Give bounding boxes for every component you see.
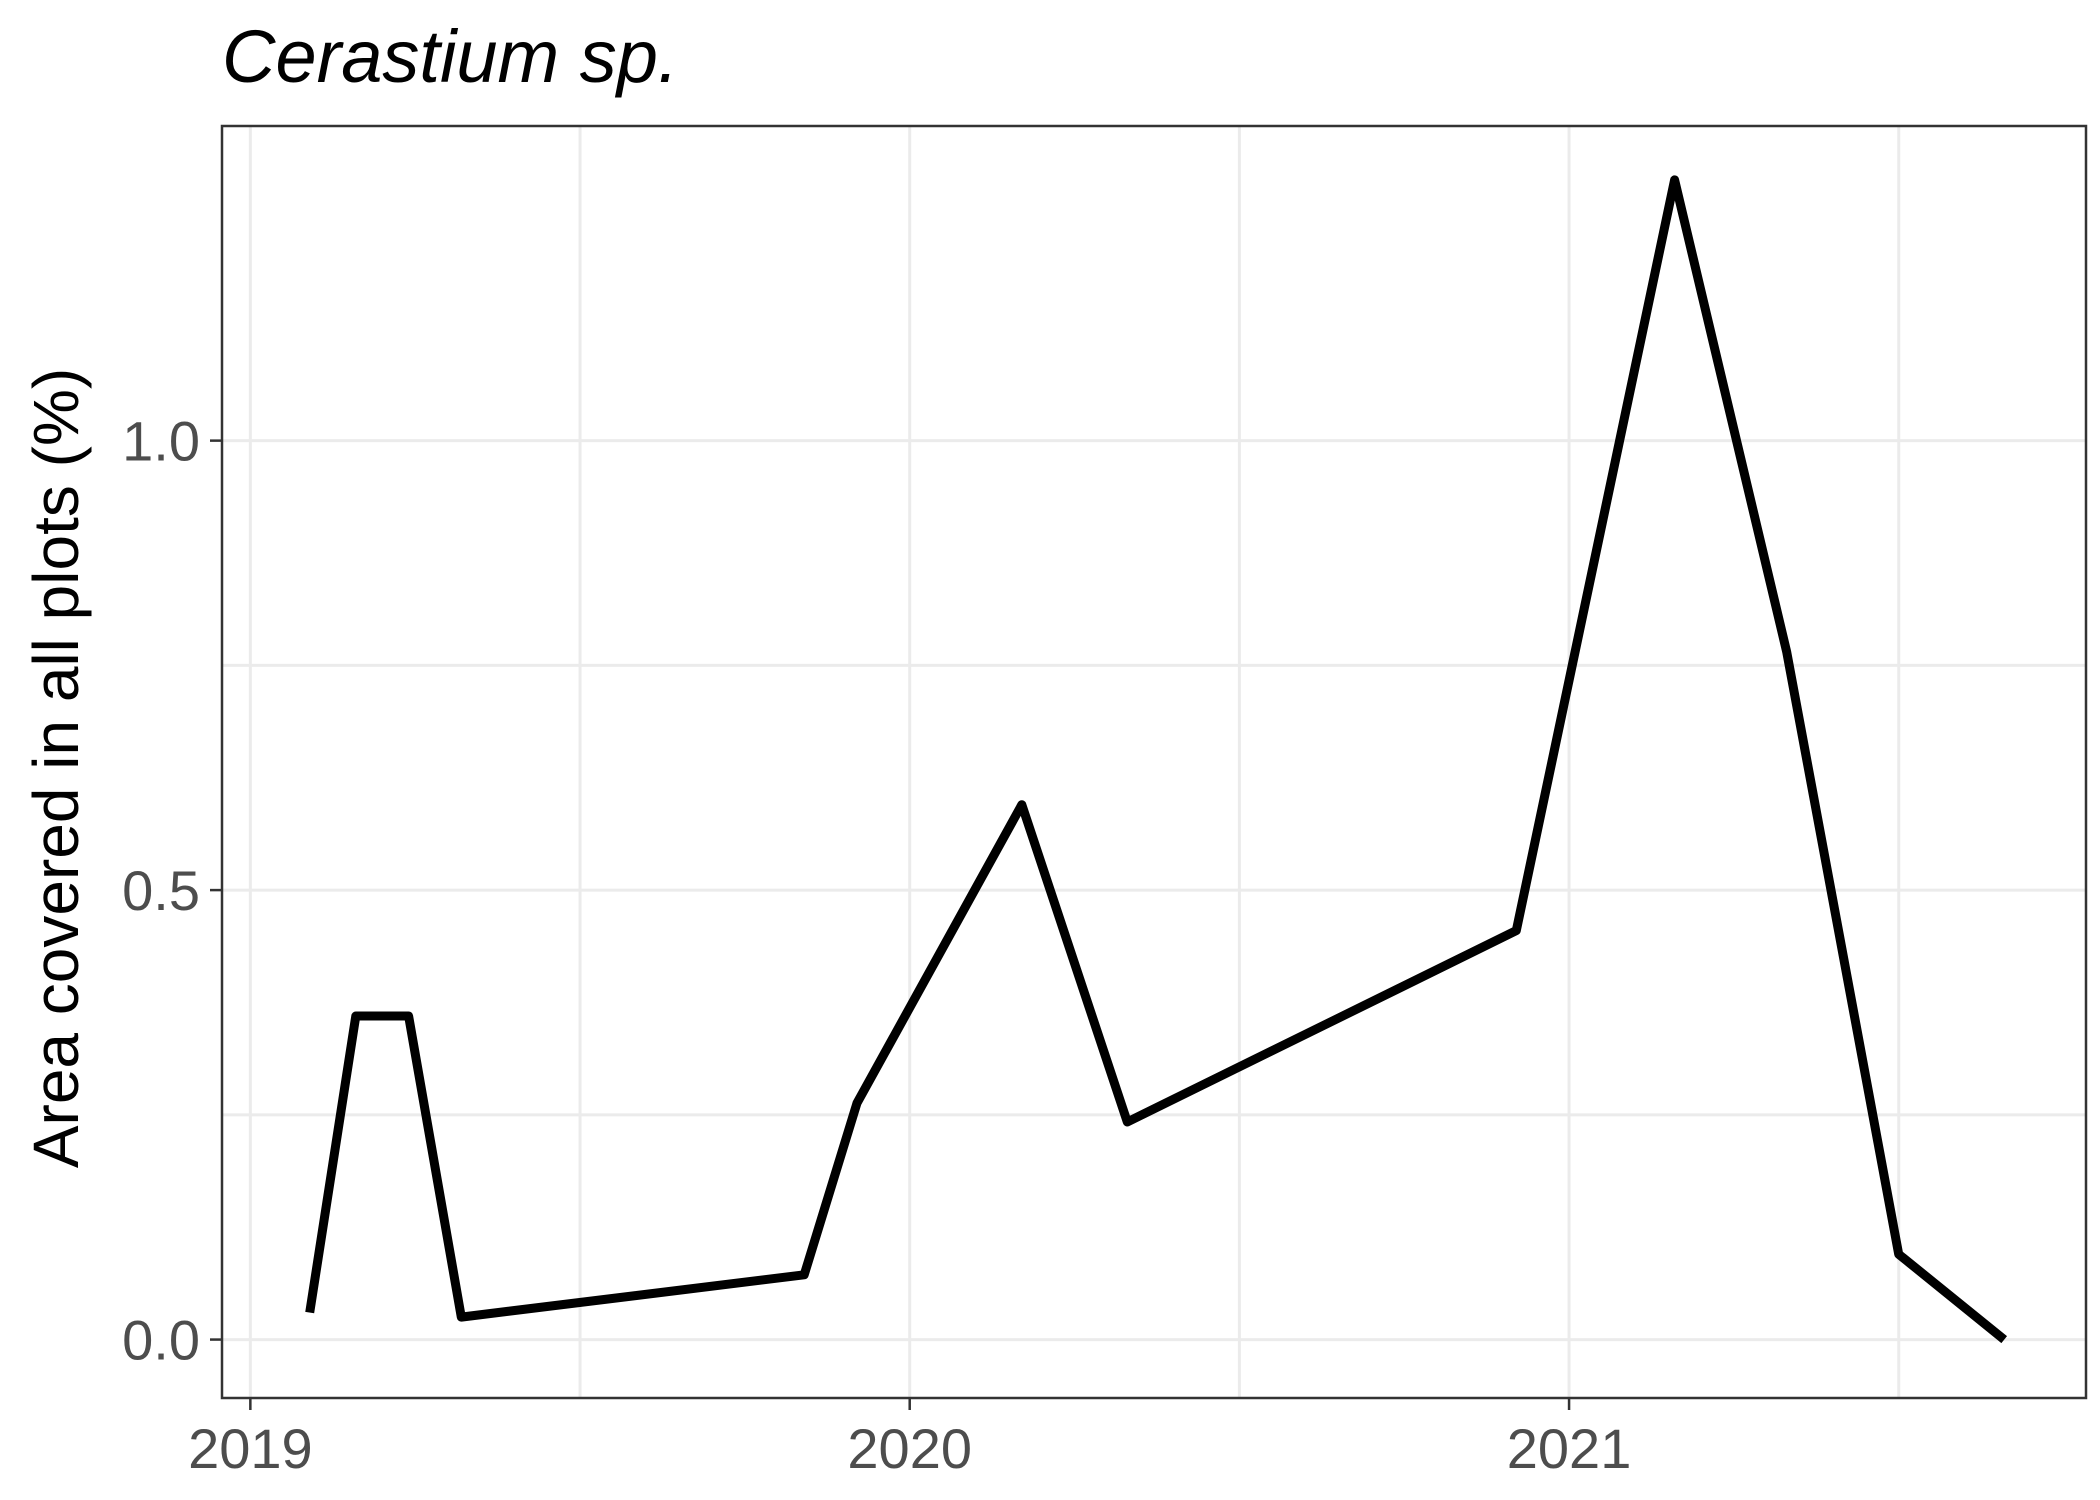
x-tick-label: 2021 (1507, 1417, 1632, 1480)
x-tick-label: 2020 (847, 1417, 972, 1480)
y-tick-label: 0.0 (122, 1309, 200, 1372)
series-layer (305, 175, 2008, 1344)
y-axis-label: Area covered in all plots (%) (20, 368, 92, 1168)
x-tick-label: 2019 (188, 1417, 313, 1480)
grid-layer (222, 126, 2086, 1398)
y-tick-label: 1.0 (122, 410, 200, 473)
plot-panel-border (220, 124, 2088, 1400)
ticks-layer: 2019 2020 2021 0.0 0.5 1.0 (122, 410, 1631, 1480)
y-tick-label: 0.5 (122, 859, 200, 922)
chart-title: Cerastium sp. (222, 15, 678, 98)
series-line (305, 175, 2008, 1344)
